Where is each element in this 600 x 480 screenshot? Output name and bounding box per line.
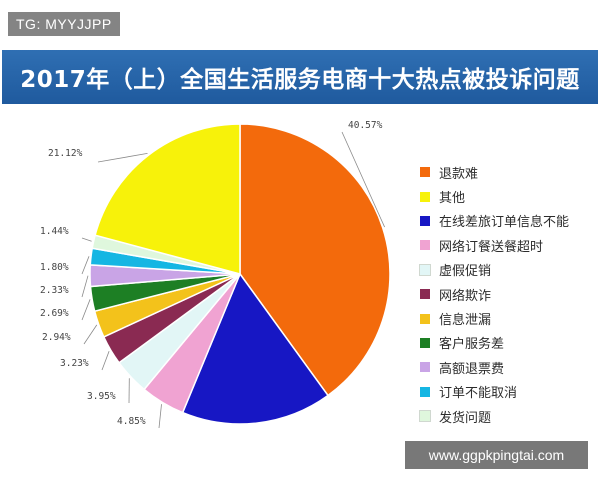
data-label-10: 1.44% <box>40 226 69 237</box>
data-label-4: 3.95% <box>87 391 116 402</box>
legend-item-3: 在线差旅订单信息不能 <box>420 209 600 233</box>
legend-item-2: 其他 <box>420 184 600 208</box>
watermark-label: TG: MYYJJPP <box>8 12 120 36</box>
legend-item-5: 虚假促销 <box>419 258 600 282</box>
leader-line-8 <box>81 275 89 298</box>
leader-line-11 <box>97 153 148 163</box>
legend-label: 网络欺诈 <box>439 288 492 304</box>
leader-line-3 <box>158 404 162 429</box>
legend-label: 发货问题 <box>439 410 492 426</box>
data-label-9: 1.80% <box>40 262 69 273</box>
legend-swatch <box>420 215 430 226</box>
leader-line-7 <box>81 299 91 321</box>
leader-line-1 <box>341 131 385 228</box>
legend-item-9: 高额退票费 <box>420 355 600 379</box>
legend-swatch <box>419 410 431 423</box>
legend-item-1: 退款难 <box>420 160 600 184</box>
legend-swatch <box>420 362 430 373</box>
legend-item-10: 订单不能取消 <box>420 380 600 404</box>
legend-label: 在线差旅订单信息不能 <box>439 215 570 231</box>
legend-item-7: 信息泄漏 <box>420 306 600 330</box>
pie-slice-1 <box>239 123 391 397</box>
data-label-11: 21.12% <box>48 148 83 159</box>
legend-swatch <box>419 263 431 276</box>
pie-slice-11 <box>94 123 241 275</box>
data-label-8: 2.33% <box>40 285 69 296</box>
legend-swatch <box>420 289 430 300</box>
leader-line-5 <box>101 351 110 371</box>
legend-swatch <box>420 337 430 348</box>
data-label-5: 3.23% <box>60 358 89 369</box>
legend-swatch <box>420 386 430 397</box>
legend-label: 客户服务差 <box>439 337 505 353</box>
data-label-7: 2.69% <box>40 308 69 319</box>
legend-item-11: 发货问题 <box>419 404 600 428</box>
data-label-3: 4.85% <box>117 416 146 427</box>
leader-line-10 <box>81 237 92 242</box>
legend-swatch <box>420 240 430 251</box>
legend-label: 高额退票费 <box>439 361 505 377</box>
data-label-6: 2.94% <box>42 332 71 343</box>
legend-item-4: 网络订餐送餐超时 <box>420 233 600 257</box>
legend-label: 信息泄漏 <box>439 313 492 329</box>
legend-label: 订单不能取消 <box>439 386 518 402</box>
footer-url-label: www.ggpkpingtai.com <box>405 441 588 469</box>
data-label-1: 40.57% <box>348 120 383 131</box>
legend-swatch <box>420 167 430 178</box>
legend-item-6: 网络欺诈 <box>420 282 600 306</box>
legend-label: 其他 <box>439 191 466 207</box>
legend-label: 网络订餐送餐超时 <box>439 239 544 255</box>
legend-item-8: 客户服务差 <box>420 331 600 355</box>
chart-title: 2017年（上）全国生活服务电商十大热点被投诉问题 <box>20 67 580 93</box>
chart-legend: 退款难其他在线差旅订单信息不能 网络订餐送餐超时 虚假促销网络欺诈信息泄漏客户服务差… <box>419 160 600 428</box>
pie-slice-2 <box>181 272 330 425</box>
title-banner: 2017年（上）全国生活服务电商十大热点被投诉问题 <box>2 50 598 104</box>
legend-swatch <box>420 191 430 202</box>
legend-swatch <box>420 313 430 324</box>
leader-line-6 <box>83 324 98 345</box>
leader-line-9 <box>81 256 90 275</box>
legend-label: 虚假促销 <box>439 264 492 280</box>
legend-label: 退款难 <box>439 166 479 182</box>
